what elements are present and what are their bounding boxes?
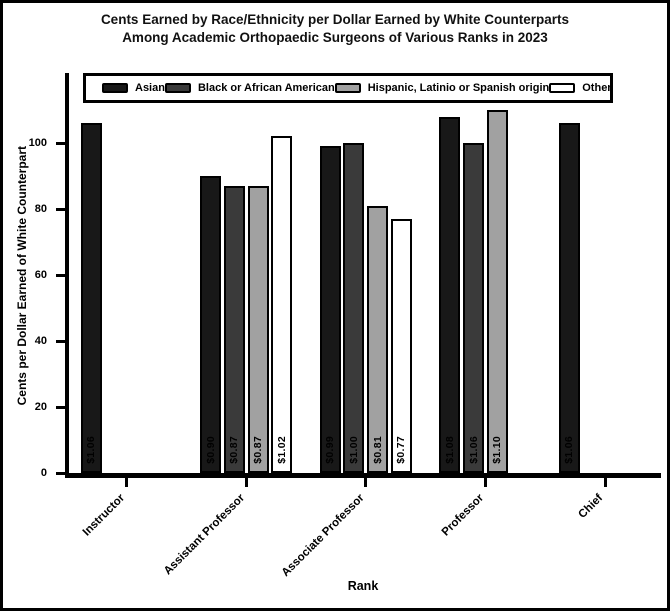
x-axis-spine [65, 473, 661, 478]
y-axis-tick-label: 100 [28, 136, 47, 149]
y-axis-tick [56, 141, 65, 145]
x-axis-category-label: Assistant Professor [161, 492, 247, 578]
legend-label: Asian [135, 82, 165, 94]
bar-associate-professor-asian: $0.99 [319, 146, 341, 473]
bar-value-label: $0.87 [252, 436, 265, 464]
legend: Asian Black or African American Hispanic, … [83, 73, 613, 103]
y-axis-tick-label: 0 [40, 466, 47, 479]
x-axis-tick [125, 478, 129, 487]
y-axis-tick [56, 273, 65, 277]
y-axis-tick-label: 20 [34, 400, 47, 413]
y-axis-tick [56, 207, 65, 211]
legend-label: Black or African American [197, 82, 335, 94]
bar-value-label: $0.99 [324, 436, 337, 464]
bar-chief-asian: $1.06 [558, 123, 580, 473]
bar-value-label: $0.90 [204, 436, 217, 464]
x-axis-category-label: Professor [439, 492, 486, 539]
y-axis-tick-label: 60 [34, 268, 47, 281]
legend-swatch-icon [164, 83, 191, 93]
legend-swatch-icon [334, 83, 361, 93]
y-axis-tick [56, 405, 65, 409]
bar-assistant-professor-other: $1.02 [271, 136, 293, 473]
y-axis-tick-label: 40 [34, 334, 47, 347]
bar-value-label: $1.00 [347, 436, 360, 464]
legend-item-1: Asian [102, 82, 165, 94]
chart-title: Cents Earned by Race/Ethnicity per Dolla… [3, 11, 667, 46]
x-axis-tick [483, 478, 487, 487]
bar-professor-asian: $1.08 [439, 116, 461, 473]
bar-value-label: $1.06 [467, 436, 480, 464]
legend-swatch-icon [549, 83, 576, 93]
bar-instructor-asian: $1.06 [80, 123, 102, 473]
y-axis-spine [65, 73, 69, 478]
x-axis-category-label: Instructor [80, 492, 128, 539]
legend-item-4: Other [549, 82, 612, 94]
bar-associate-professor-hispanic: $0.81 [367, 205, 389, 473]
bar-value-label: $1.06 [85, 436, 98, 464]
bar-value-label: $0.87 [228, 436, 241, 464]
chart-title-line1: Cents Earned by Race/Ethnicity per Dolla… [100, 12, 570, 27]
x-axis-tick [603, 478, 607, 487]
x-axis-tick [364, 478, 368, 487]
bar-assistant-professor-asian: $0.90 [200, 176, 222, 473]
bar-associate-professor-other: $0.77 [390, 218, 412, 473]
legend-item-3: Hispanic, Latinio or Spanish origin [334, 82, 550, 94]
bar-value-label: $1.06 [563, 436, 576, 464]
legend-label: Hispanic, Latinio or Spanish origin [367, 82, 550, 94]
bar-value-label: $0.77 [395, 436, 408, 464]
bar-value-label: $1.08 [443, 436, 456, 464]
x-axis-category-label: Associate Professor [279, 492, 367, 580]
x-axis-title: Rank [347, 579, 379, 593]
legend-label: Other [582, 82, 612, 94]
y-axis-tick-label: 80 [34, 202, 47, 215]
legend-item-2: Black or African American [164, 82, 335, 94]
bar-associate-professor-black: $1.00 [343, 143, 365, 473]
bar-value-label: $1.10 [491, 436, 504, 464]
y-axis-tick [56, 339, 65, 343]
bar-value-label: $1.02 [275, 436, 288, 464]
y-axis-tick [56, 471, 65, 475]
bar-assistant-professor-black: $0.87 [223, 185, 245, 473]
bar-assistant-professor-hispanic: $0.87 [247, 185, 269, 473]
bar-value-label: $0.81 [371, 436, 384, 464]
x-axis-category-label: Chief [576, 492, 606, 521]
bar-professor-hispanic: $1.10 [486, 110, 508, 473]
bar-professor-black: $1.06 [463, 143, 485, 473]
x-axis-tick [244, 478, 248, 487]
chart-title-line2: Among Academic Orthopaedic Surgeons of V… [122, 29, 548, 45]
legend-swatch-icon [102, 83, 128, 93]
